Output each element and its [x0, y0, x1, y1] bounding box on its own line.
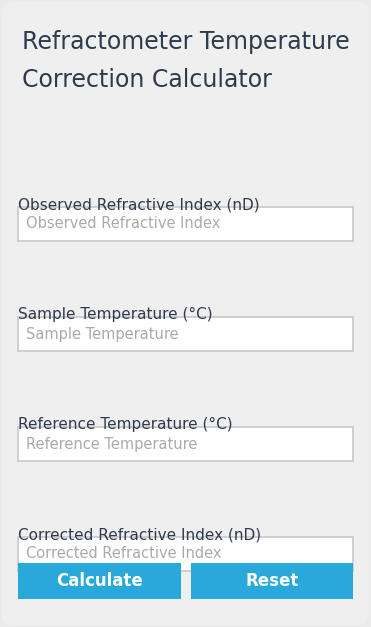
Text: Observed Refractive Index (nD): Observed Refractive Index (nD)	[18, 197, 260, 212]
Text: Reference Temperature: Reference Temperature	[26, 436, 197, 451]
Text: Reset: Reset	[245, 572, 298, 590]
FancyBboxPatch shape	[18, 317, 353, 351]
Text: Reference Temperature (°C): Reference Temperature (°C)	[18, 417, 233, 432]
Text: Sample Temperature (°C): Sample Temperature (°C)	[18, 307, 213, 322]
FancyBboxPatch shape	[18, 563, 181, 599]
Text: Correction Calculator: Correction Calculator	[22, 68, 272, 92]
FancyBboxPatch shape	[18, 427, 353, 461]
Text: Sample Temperature: Sample Temperature	[26, 327, 178, 342]
Text: Observed Refractive Index: Observed Refractive Index	[26, 216, 220, 231]
Text: Corrected Refractive Index: Corrected Refractive Index	[26, 547, 221, 562]
FancyBboxPatch shape	[18, 207, 353, 241]
FancyBboxPatch shape	[190, 563, 353, 599]
Text: Corrected Refractive Index (nD): Corrected Refractive Index (nD)	[18, 527, 261, 542]
Text: Calculate: Calculate	[56, 572, 142, 590]
FancyBboxPatch shape	[18, 537, 353, 571]
Text: Refractometer Temperature: Refractometer Temperature	[22, 30, 350, 54]
